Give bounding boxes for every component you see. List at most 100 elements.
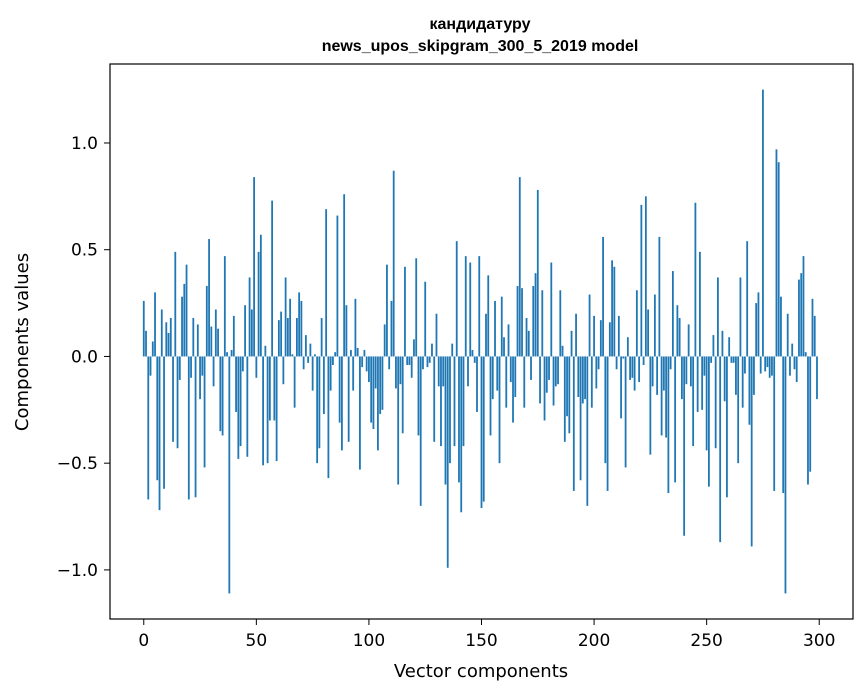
bar xyxy=(491,356,494,400)
bar xyxy=(737,356,740,464)
bar xyxy=(804,352,807,357)
bar xyxy=(241,356,244,372)
bar xyxy=(178,356,181,380)
bar xyxy=(660,356,663,436)
bar xyxy=(689,356,692,387)
bar xyxy=(313,354,316,357)
bar xyxy=(489,356,492,436)
bar xyxy=(503,337,505,357)
bar xyxy=(750,356,753,547)
bar xyxy=(735,356,737,395)
chart-title-line2: news_upos_skipgram_300_5_2019 model xyxy=(322,38,639,55)
bar xyxy=(253,177,255,357)
bar xyxy=(534,273,537,357)
bar xyxy=(624,356,627,468)
bar xyxy=(282,356,285,385)
bar xyxy=(223,256,226,357)
bar xyxy=(226,352,228,357)
bar xyxy=(273,356,276,421)
bar xyxy=(509,356,512,383)
bar xyxy=(615,356,618,370)
bar xyxy=(759,356,762,374)
bar xyxy=(404,266,406,357)
x-tick-label: 150 xyxy=(465,631,497,651)
bar xyxy=(674,356,677,483)
bar xyxy=(653,294,656,357)
bar xyxy=(608,322,611,357)
bar xyxy=(347,356,350,442)
bar xyxy=(196,324,199,357)
bar xyxy=(762,89,764,357)
bar xyxy=(458,356,460,483)
bar xyxy=(192,318,195,357)
bar xyxy=(680,356,683,400)
bar xyxy=(442,356,445,387)
bar xyxy=(165,322,168,357)
bar xyxy=(536,189,539,357)
bar xyxy=(521,288,523,357)
bar xyxy=(755,303,758,357)
bar xyxy=(532,286,535,357)
bar xyxy=(611,260,613,357)
bar xyxy=(145,330,147,357)
bar xyxy=(424,281,427,357)
bar xyxy=(295,318,298,357)
bar xyxy=(181,296,183,357)
bar xyxy=(496,356,499,391)
bar xyxy=(644,196,647,357)
bar xyxy=(343,194,346,357)
bar xyxy=(291,354,294,357)
bar xyxy=(768,356,771,378)
bar xyxy=(530,356,532,380)
bar xyxy=(237,356,240,459)
bar xyxy=(464,256,467,357)
bar xyxy=(789,356,791,376)
bar xyxy=(613,266,616,357)
bar xyxy=(685,356,688,385)
bar xyxy=(730,356,733,363)
bar xyxy=(232,315,235,357)
bar xyxy=(581,356,584,404)
bar xyxy=(500,296,503,357)
bar xyxy=(341,356,343,451)
bar xyxy=(320,318,323,357)
bar xyxy=(316,356,319,464)
bar xyxy=(399,356,402,385)
bar xyxy=(142,300,145,357)
bar xyxy=(559,290,562,357)
bar xyxy=(717,277,719,357)
bar xyxy=(302,356,305,370)
y-tick-label: 0.0 xyxy=(71,347,98,367)
bar xyxy=(408,356,411,365)
bar xyxy=(199,356,201,400)
bar xyxy=(676,305,679,357)
bar xyxy=(631,356,634,378)
bar xyxy=(455,241,458,357)
bar xyxy=(417,356,420,436)
bar xyxy=(775,149,778,357)
bar xyxy=(221,356,224,436)
bar xyxy=(514,356,517,397)
bar xyxy=(780,296,782,357)
bar xyxy=(154,292,156,357)
bar xyxy=(811,298,814,357)
bar xyxy=(577,356,580,397)
bar xyxy=(723,356,726,402)
bar xyxy=(419,356,422,506)
bar xyxy=(368,356,370,383)
bar xyxy=(635,290,638,357)
bar xyxy=(214,309,217,357)
bar xyxy=(264,345,267,357)
bar xyxy=(541,290,544,357)
bar xyxy=(309,343,312,357)
bar xyxy=(370,356,373,423)
bar xyxy=(748,356,751,425)
bar xyxy=(259,234,262,357)
bar xyxy=(406,356,409,365)
bar xyxy=(205,286,208,357)
x-axis-label: Vector components xyxy=(394,661,568,682)
bar xyxy=(435,313,438,357)
bar xyxy=(311,356,314,391)
bar xyxy=(413,339,415,357)
